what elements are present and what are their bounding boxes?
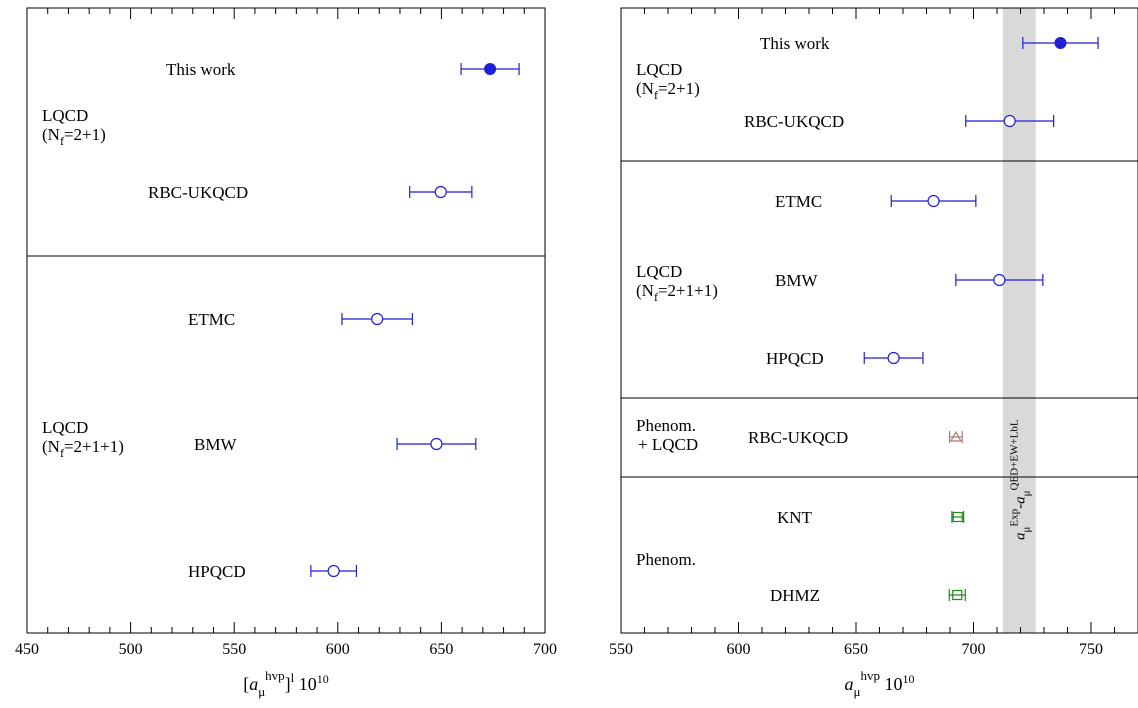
group-label: (Nf=2+1+1) (42, 437, 124, 460)
x-tick-label: 650 (429, 641, 453, 658)
plot-frame (26, 7, 546, 634)
group-label: LQCD (636, 262, 682, 281)
plot-frame (620, 7, 1138, 634)
x-tick-label: 550 (222, 641, 246, 658)
point-label: ETMC (188, 310, 235, 329)
x-tick-label: 700 (533, 641, 557, 658)
point-label: This work (760, 34, 830, 53)
data-point (993, 273, 1006, 287)
x-axis-title: [aμhvp]l 1010 (243, 668, 329, 699)
x-tick-label: 500 (119, 641, 143, 658)
group-label: LQCD (42, 418, 88, 437)
data-point (484, 63, 497, 75)
band-label: aμExp-aμQED+EW+LbL (1008, 419, 1032, 540)
group-label: (Nf=2+1) (42, 125, 106, 148)
x-tick-label: 700 (962, 641, 986, 658)
point-label: KNT (777, 508, 813, 527)
group-label: (Nf=2+1+1) (636, 281, 718, 304)
group-label: LQCD (636, 60, 682, 79)
data-point (952, 511, 963, 523)
point-label: RBC-UKQCD (748, 428, 848, 447)
point-label: HPQCD (188, 562, 246, 581)
x-tick-label: 600 (326, 641, 350, 658)
group-label: LQCD (42, 106, 88, 125)
x-tick-label: 450 (15, 641, 39, 658)
point-label: RBC-UKQCD (744, 112, 844, 131)
x-axis-title: aμhvp 1010 (845, 668, 915, 699)
point-label: This work (166, 60, 236, 79)
data-point (327, 564, 340, 578)
x-tick-label: 650 (844, 641, 868, 658)
group-label: Phenom. (636, 550, 696, 569)
x-tick-label: 750 (1079, 641, 1103, 658)
data-point (949, 430, 962, 442)
point-label: HPQCD (766, 349, 824, 368)
data-point (952, 589, 963, 601)
data-point (371, 312, 384, 326)
group-label: + LQCD (638, 435, 698, 454)
experiment-band (1002, 8, 1036, 633)
point-label: ETMC (775, 192, 822, 211)
point-label: RBC-UKQCD (148, 183, 248, 202)
group-label: (Nf=2+1) (636, 79, 700, 102)
data-point (1003, 114, 1016, 128)
point-label: DHMZ (770, 586, 820, 605)
data-point (430, 437, 443, 451)
data-point (887, 351, 900, 365)
x-tick-label: 550 (609, 641, 633, 658)
x-tick-label: 600 (727, 641, 751, 658)
data-point (1054, 37, 1067, 49)
data-point (434, 185, 447, 199)
point-label: BMW (775, 271, 818, 290)
group-label: Phenom. (636, 416, 696, 435)
point-label: BMW (194, 435, 237, 454)
data-point (927, 194, 940, 208)
